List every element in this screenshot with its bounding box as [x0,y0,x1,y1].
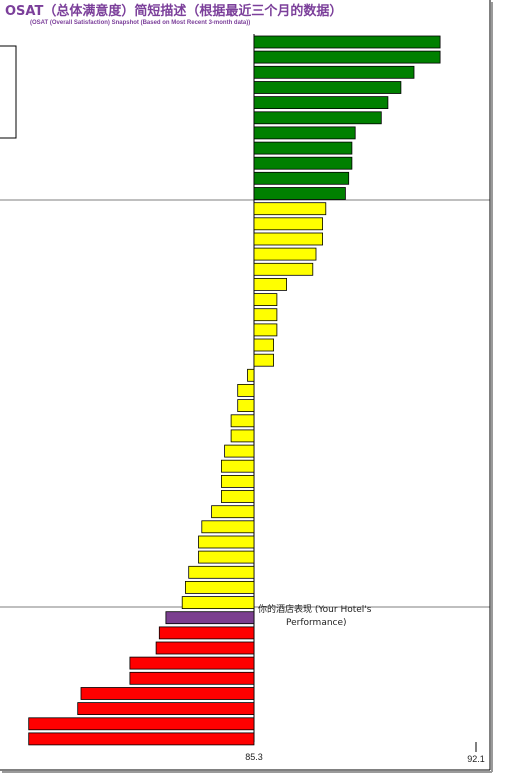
bar-yellow [201,520,255,534]
bar-yellow [253,247,317,261]
bar-yellow [237,399,255,413]
your-hotel-label-line2: Performance) [286,618,347,628]
bar-green [253,111,382,125]
bar-green [253,156,353,170]
bar-your-hotel [165,611,255,625]
x-tick-baseline: 85.3 [245,752,263,762]
bar-yellow [237,383,255,397]
bar-yellow [253,232,323,246]
bar-yellow [253,353,275,367]
bar-green [253,187,346,200]
bar-yellow [198,550,255,564]
bar-green [253,81,402,94]
bar-yellow [253,277,287,291]
bar-green [253,35,441,49]
bar-green [253,50,441,64]
bar-yellow [253,262,314,276]
chart-title: OSAT（总体满意度）简短描述（根据最近三个月的数据） [5,4,343,19]
bar-green [253,141,353,155]
legend-box-edge [0,45,17,139]
bar-yellow [253,308,278,322]
bars-group [28,35,441,746]
bar-yellow [198,535,255,549]
bar-yellow [253,338,275,352]
bar-yellow [211,505,255,519]
bar-red [129,656,255,670]
bar-green [253,171,350,185]
bar-red [158,626,255,640]
bar-green [253,65,415,79]
bar-red [28,732,255,746]
bar-red [28,717,255,731]
bar-yellow [220,474,255,488]
bar-yellow [188,565,255,579]
bar-green [253,126,356,140]
bar-yellow [253,202,327,216]
chart-subtitle: (OSAT (Overall Satisfaction) Snapshot (B… [30,20,251,26]
bar-yellow [184,581,255,594]
bar-yellow [220,490,255,503]
bar-yellow [224,444,255,458]
x-tick-max: 92.1 [467,754,485,764]
bar-yellow [230,429,255,443]
bar-yellow [253,323,278,337]
bar-yellow [230,414,255,428]
bar-yellow [181,596,255,609]
bar-green [253,96,389,109]
bar-red [77,702,255,715]
bar-yellow [247,368,255,382]
bar-yellow [253,217,323,231]
bar-red [155,641,255,655]
bar-red [129,671,255,685]
your-hotel-label-line1: 你的酒店表现 (Your Hotel's [258,603,372,615]
bar-red [80,687,255,700]
bar-yellow [220,459,255,473]
bar-yellow [253,293,278,307]
